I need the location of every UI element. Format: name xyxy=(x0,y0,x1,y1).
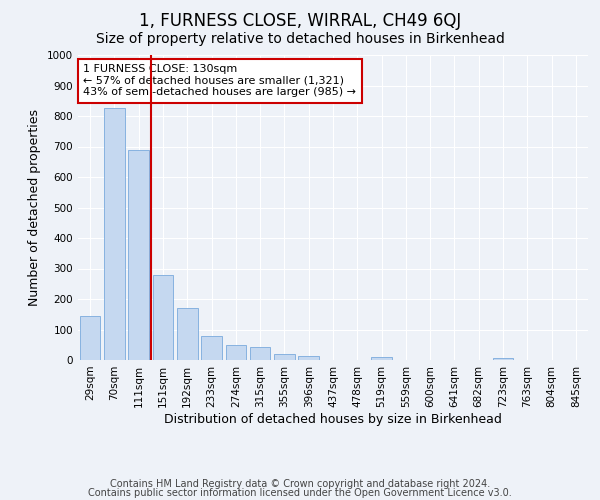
Bar xyxy=(493,358,514,360)
Bar xyxy=(250,347,271,360)
Y-axis label: Number of detached properties: Number of detached properties xyxy=(28,109,41,306)
Bar xyxy=(298,356,319,360)
X-axis label: Distribution of detached houses by size in Birkenhead: Distribution of detached houses by size … xyxy=(164,412,502,426)
Bar xyxy=(104,108,125,360)
Bar xyxy=(177,308,197,360)
Bar xyxy=(128,150,149,360)
Text: 1 FURNESS CLOSE: 130sqm
← 57% of detached houses are smaller (1,321)
43% of semi: 1 FURNESS CLOSE: 130sqm ← 57% of detache… xyxy=(83,64,356,98)
Text: Size of property relative to detached houses in Birkenhead: Size of property relative to detached ho… xyxy=(95,32,505,46)
Bar xyxy=(371,356,392,360)
Bar xyxy=(152,274,173,360)
Text: Contains HM Land Registry data © Crown copyright and database right 2024.: Contains HM Land Registry data © Crown c… xyxy=(110,479,490,489)
Text: Contains public sector information licensed under the Open Government Licence v3: Contains public sector information licen… xyxy=(88,488,512,498)
Bar xyxy=(274,354,295,360)
Bar xyxy=(226,345,246,360)
Bar xyxy=(80,316,100,360)
Bar xyxy=(201,336,222,360)
Text: 1, FURNESS CLOSE, WIRRAL, CH49 6QJ: 1, FURNESS CLOSE, WIRRAL, CH49 6QJ xyxy=(139,12,461,30)
